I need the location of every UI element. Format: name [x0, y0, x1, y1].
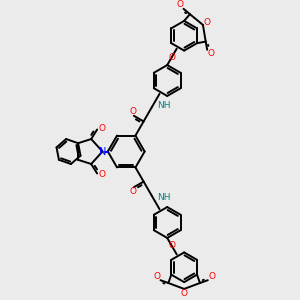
Text: O: O	[181, 289, 188, 298]
Text: O: O	[98, 124, 105, 133]
Text: O: O	[203, 18, 210, 27]
Text: N: N	[99, 146, 106, 157]
Text: NH: NH	[157, 101, 171, 110]
Text: O: O	[168, 241, 175, 250]
Text: O: O	[129, 187, 136, 196]
Text: O: O	[98, 170, 105, 179]
Text: O: O	[208, 49, 214, 58]
Text: O: O	[208, 272, 215, 281]
Text: O: O	[168, 53, 175, 62]
Text: O: O	[129, 107, 136, 116]
Text: O: O	[153, 272, 160, 281]
Text: O: O	[176, 0, 183, 9]
Text: NH: NH	[157, 193, 171, 202]
